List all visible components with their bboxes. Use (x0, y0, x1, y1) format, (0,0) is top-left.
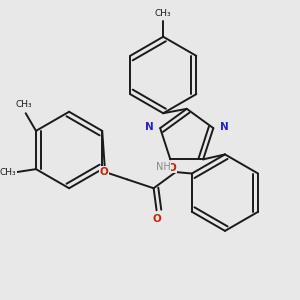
Text: CH₃: CH₃ (155, 9, 172, 18)
Text: CH₃: CH₃ (16, 100, 32, 109)
Text: NH: NH (156, 162, 170, 172)
Text: O: O (152, 214, 161, 224)
Text: CH₃: CH₃ (0, 168, 16, 177)
Text: O: O (167, 163, 176, 172)
Text: N: N (220, 122, 229, 132)
Text: N: N (145, 122, 153, 132)
Text: O: O (99, 167, 108, 177)
